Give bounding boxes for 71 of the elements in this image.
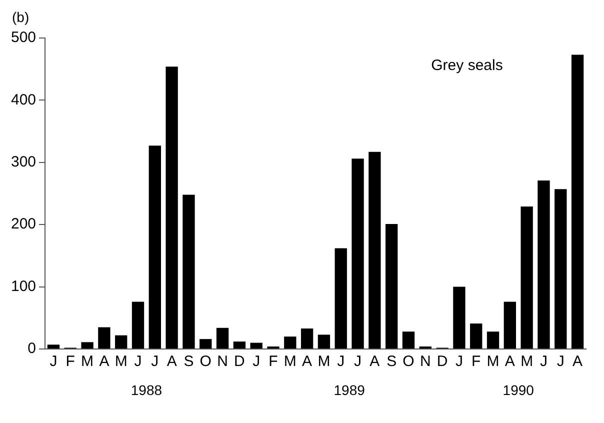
x-tick-label: N [420, 353, 431, 370]
text: (b) [12, 8, 30, 25]
x-tick-label: M [114, 353, 128, 370]
x-tick-label: J [252, 353, 260, 370]
x-tick-label: J [151, 353, 159, 370]
bar [504, 302, 516, 348]
x-tick-label: A [504, 353, 515, 370]
bar [318, 334, 330, 348]
y-tick-label: 400 [10, 91, 36, 108]
x-tick-label: N [217, 353, 228, 370]
bar [81, 342, 94, 348]
bar [216, 328, 229, 348]
x-tick-label: J [540, 353, 548, 370]
text: 1989 [334, 382, 366, 398]
x-tick-label: S [386, 353, 397, 370]
x-tick-label: O [200, 353, 212, 370]
x-tick-label: J [455, 353, 463, 370]
bar [233, 342, 246, 348]
x-tick-label: D [234, 353, 246, 370]
bar [98, 327, 110, 348]
bar [402, 332, 415, 348]
x-tick-label: O [402, 353, 414, 370]
text: 1990 [502, 382, 534, 398]
x-tick-label: A [166, 353, 177, 370]
x-tick-label: M [284, 353, 296, 370]
bar [368, 152, 381, 348]
x-tick-label: M [520, 353, 534, 370]
bar [352, 158, 364, 348]
x-tick-label: F [472, 353, 481, 370]
text: Grey seals [431, 57, 503, 74]
x-tick-label: M [81, 353, 94, 370]
y-tick-label: 500 [10, 29, 36, 46]
x-tick-label: J [354, 353, 362, 370]
bar [300, 328, 314, 348]
x-tick-label: J [50, 353, 58, 370]
bar [200, 339, 212, 348]
x-tick-label: J [337, 353, 345, 370]
bar [182, 194, 195, 348]
x-tick-label: M [486, 353, 500, 370]
x-tick-label: S [184, 353, 194, 370]
bar [470, 324, 482, 348]
x-tick-label: A [302, 353, 312, 370]
bar [148, 146, 161, 348]
bar [386, 224, 398, 348]
x-tick-label: D [436, 353, 448, 370]
y-tick-label: 0 [28, 340, 36, 358]
text: 1988 [130, 382, 162, 398]
y-tick-label: 300 [10, 154, 36, 171]
y-tick-label: 200 [10, 216, 36, 233]
x-tick-label: A [370, 353, 380, 370]
bar [520, 206, 533, 348]
bar [166, 66, 178, 348]
bar [486, 332, 500, 348]
bar [284, 336, 296, 348]
bar [538, 180, 550, 348]
x-tick-label: A [99, 353, 110, 370]
x-tick-label: A [572, 353, 583, 370]
x-tick-label: F [268, 353, 278, 370]
x-tick-label: J [134, 353, 142, 370]
bar [47, 344, 60, 348]
bar [334, 248, 347, 348]
bar [115, 335, 128, 348]
bar [453, 286, 466, 348]
bar [250, 342, 262, 348]
y-tick-label: 100 [10, 278, 36, 295]
x-tick-label: F [66, 353, 75, 370]
x-tick-label: J [556, 353, 564, 370]
bar [132, 302, 144, 348]
bar [554, 189, 567, 348]
x-tick-label: M [318, 353, 330, 370]
bar [571, 54, 584, 348]
